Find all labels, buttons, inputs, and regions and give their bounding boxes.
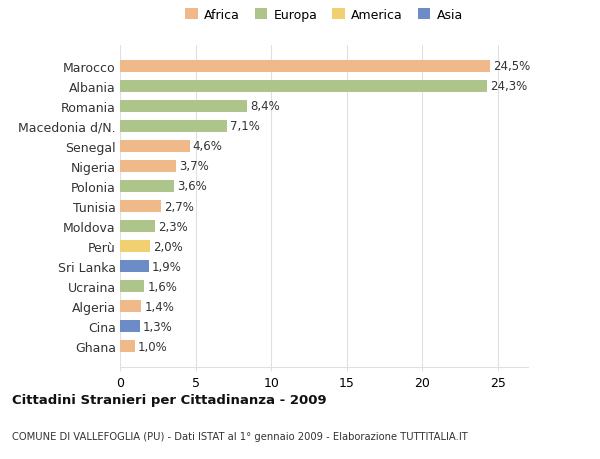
Text: 1,3%: 1,3% — [143, 320, 172, 333]
Text: 2,0%: 2,0% — [153, 240, 183, 253]
Bar — [120, 101, 247, 112]
Bar — [120, 80, 487, 93]
Text: 1,4%: 1,4% — [144, 300, 174, 313]
Bar — [120, 221, 155, 233]
Legend: Africa, Europa, America, Asia: Africa, Europa, America, Asia — [180, 4, 468, 27]
Text: 1,9%: 1,9% — [152, 260, 182, 273]
Bar — [120, 241, 150, 252]
Bar — [120, 140, 190, 152]
Bar — [120, 341, 135, 353]
Text: 1,6%: 1,6% — [147, 280, 177, 293]
Text: 24,3%: 24,3% — [490, 80, 527, 93]
Bar — [120, 180, 175, 192]
Bar — [120, 121, 227, 133]
Text: COMUNE DI VALLEFOGLIA (PU) - Dati ISTAT al 1° gennaio 2009 - Elaborazione TUTTIT: COMUNE DI VALLEFOGLIA (PU) - Dati ISTAT … — [12, 431, 468, 441]
Bar — [120, 280, 144, 292]
Text: 2,7%: 2,7% — [164, 200, 194, 213]
Text: 3,6%: 3,6% — [178, 180, 207, 193]
Bar — [120, 61, 490, 73]
Text: 2,3%: 2,3% — [158, 220, 188, 233]
Bar — [120, 161, 176, 173]
Bar — [120, 261, 149, 273]
Bar — [120, 301, 141, 313]
Text: 3,7%: 3,7% — [179, 160, 209, 173]
Bar — [120, 201, 161, 213]
Text: 8,4%: 8,4% — [250, 100, 280, 113]
Text: 4,6%: 4,6% — [193, 140, 223, 153]
Text: Cittadini Stranieri per Cittadinanza - 2009: Cittadini Stranieri per Cittadinanza - 2… — [12, 393, 326, 406]
Bar — [120, 320, 140, 333]
Text: 1,0%: 1,0% — [138, 340, 168, 353]
Text: 7,1%: 7,1% — [230, 120, 260, 133]
Text: 24,5%: 24,5% — [493, 60, 530, 73]
